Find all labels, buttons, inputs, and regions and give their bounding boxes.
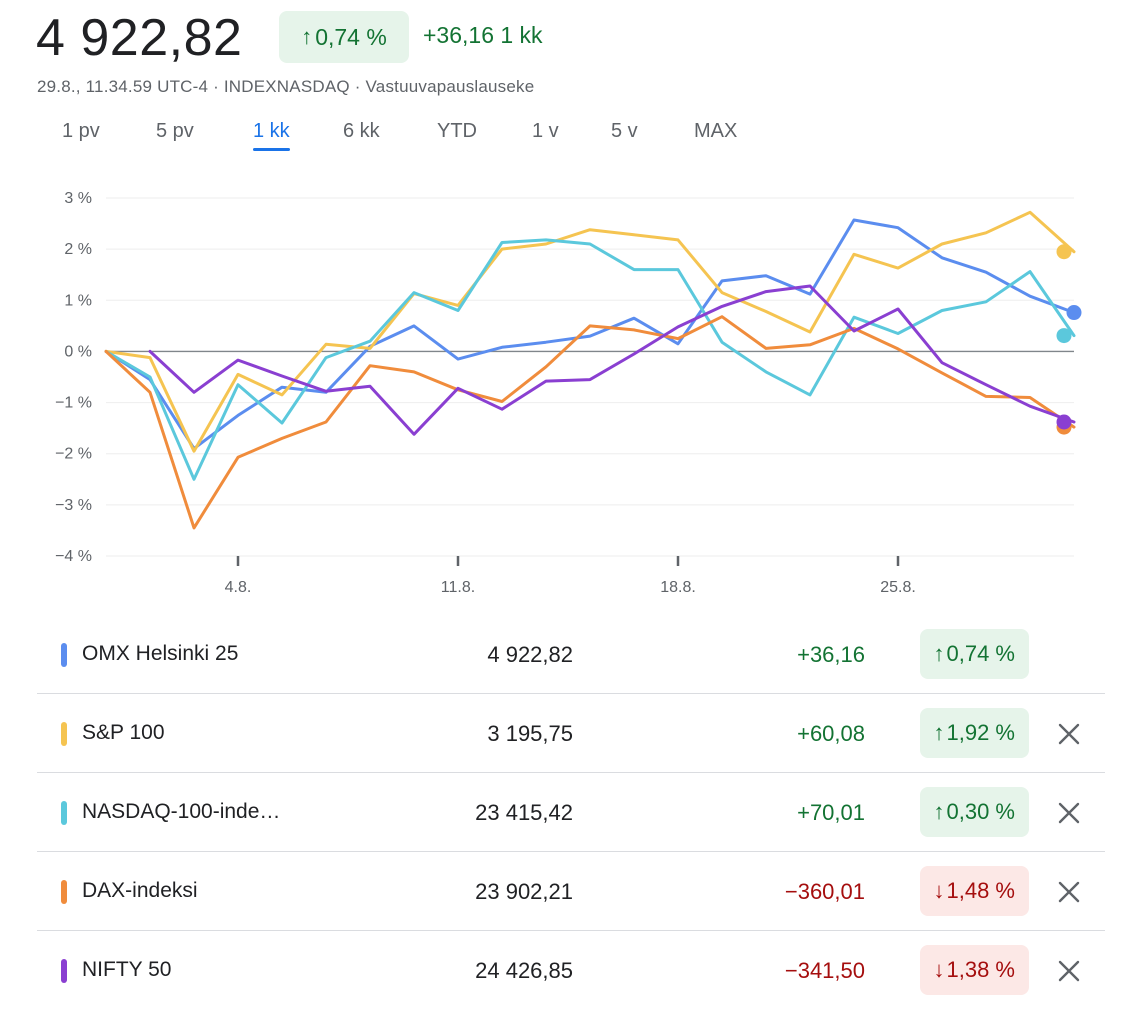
row-change-pct: 0,30 % — [946, 799, 1016, 824]
remove-comparison-button[interactable] — [1051, 874, 1087, 910]
up-arrow-icon: ↑ — [933, 641, 945, 666]
series-line-s-p-100 — [104, 210, 1076, 453]
change-percent-badge: ↑ 0,74 % — [279, 11, 409, 63]
series-line-nasdaq-100-indeksi — [104, 238, 1076, 481]
tab-label: MAX — [694, 120, 738, 142]
row-value: 23 415,42 — [475, 800, 573, 825]
series-color-swatch — [61, 880, 67, 904]
row-change-abs: +70,01 — [797, 800, 865, 825]
tab-5-pv[interactable]: 5 pv — [156, 120, 194, 143]
close-icon — [1058, 960, 1080, 982]
down-arrow-icon: ↓ — [933, 957, 945, 982]
tab-label: 1 pv — [62, 120, 100, 142]
row-value: 4 922,82 — [487, 642, 573, 667]
comparison-chart: 3 % 2 % 1 % 0 % −1 % −2 % −3 % −4 % 4.8. 11.8. 18.… — [55, 190, 1082, 596]
series-color-swatch — [61, 801, 67, 825]
row-change-pct-badge: ↑ 0,74 % — [919, 629, 1029, 679]
row-name: NIFTY 50 — [82, 958, 172, 981]
row-value: 3 195,75 — [487, 721, 573, 746]
close-icon — [1058, 723, 1080, 745]
row-name: DAX-indeksi — [82, 879, 198, 902]
up-arrow-icon: ↑ — [933, 720, 945, 745]
tab-max[interactable]: MAX — [694, 120, 737, 143]
comparison-table: OMX Helsinki 25 4 922,82 +36,16 ↑ 0,74 % S&P … — [37, 615, 1105, 1009]
tab-label: 5 v — [611, 120, 638, 142]
series-color-swatch — [61, 959, 67, 983]
row-change-abs: −341,50 — [784, 958, 865, 983]
row-name: NASDAQ-100-inde… — [82, 800, 281, 823]
tab-label: 1 v — [532, 120, 559, 142]
active-tab-underline — [253, 148, 290, 151]
row-change-pct-badge: ↓ 1,48 % — [919, 866, 1029, 916]
row-change-pct: 1,38 % — [946, 957, 1016, 982]
y-tick-label: 1 % — [64, 292, 92, 309]
tab-5-v[interactable]: 5 v — [611, 120, 638, 143]
tab-ytd[interactable]: YTD — [437, 120, 477, 143]
row-change-pct: 0,74 % — [946, 641, 1016, 666]
x-tick-label: 4.8. — [225, 579, 252, 596]
series-line-nifty-50 — [148, 284, 1076, 436]
tab-label: 5 pv — [156, 120, 194, 142]
x-tick-label: 11.8. — [441, 579, 475, 596]
tab-1-v[interactable]: 1 v — [532, 120, 559, 143]
y-tick-label: −4 % — [55, 548, 92, 565]
series-color-swatch — [61, 722, 67, 746]
remove-comparison-button[interactable] — [1051, 716, 1087, 752]
up-arrow-icon: ↑ — [933, 799, 945, 824]
row-value: 23 902,21 — [475, 879, 573, 904]
change-absolute: +36,16 1 kk — [423, 22, 543, 48]
row-name: S&P 100 — [82, 721, 165, 744]
table-row[interactable]: NASDAQ-100-inde… 23 415,42 +70,01 ↑ 0,30 % — [37, 773, 1105, 852]
tab-label: 1 kk — [253, 120, 290, 142]
close-icon — [1058, 802, 1080, 824]
remove-comparison-button[interactable] — [1051, 953, 1087, 989]
x-tick-label: 25.8. — [880, 579, 916, 596]
table-row[interactable]: S&P 100 3 195,75 +60,08 ↑ 1,92 % — [37, 694, 1105, 773]
series-end-marker — [1066, 305, 1082, 321]
tab-1-pv[interactable]: 1 pv — [62, 120, 100, 143]
up-arrow-icon: ↑ — [301, 24, 313, 49]
series-color-swatch — [61, 643, 67, 667]
series-end-marker — [1056, 414, 1072, 430]
row-change-pct: 1,92 % — [946, 720, 1016, 745]
change-percent-value: 0,74 % — [315, 23, 387, 50]
row-change-pct-badge: ↑ 0,30 % — [919, 787, 1029, 837]
tab-6-kk[interactable]: 6 kk — [343, 120, 380, 143]
y-tick-label: −3 % — [55, 497, 92, 514]
table-row[interactable]: DAX-indeksi 23 902,21 −360,01 ↓ 1,48 % — [37, 852, 1105, 931]
series-line-omx-helsinki-25 — [104, 218, 1076, 451]
row-change-pct-badge: ↑ 1,92 % — [919, 708, 1029, 758]
quote-meta: 29.8., 11.34.59 UTC-4 · INDEXNASDAQ · Va… — [37, 77, 535, 96]
y-tick-label: −2 % — [55, 446, 92, 463]
tab-1-kk[interactable]: 1 kk — [253, 120, 290, 151]
row-value: 24 426,85 — [475, 958, 573, 983]
y-tick-label: 2 % — [64, 241, 92, 258]
row-name: OMX Helsinki 25 — [82, 642, 239, 665]
row-change-abs: +60,08 — [797, 721, 865, 746]
range-tabs: 1 pv 5 pv 1 kk 6 kk YTD 1 v 5 v MAX — [0, 120, 800, 160]
row-change-abs: +36,16 — [797, 642, 865, 667]
index-price: 4 922,82 — [36, 9, 243, 67]
row-change-pct: 1,48 % — [946, 878, 1016, 903]
row-change-pct-badge: ↓ 1,38 % — [919, 945, 1029, 995]
remove-comparison-button[interactable] — [1051, 795, 1087, 831]
y-tick-label: 3 % — [64, 190, 92, 207]
row-change-abs: −360,01 — [784, 879, 865, 904]
tab-label: 6 kk — [343, 120, 380, 142]
tab-label: YTD — [437, 120, 477, 142]
table-row[interactable]: OMX Helsinki 25 4 922,82 +36,16 ↑ 0,74 % — [37, 615, 1105, 694]
series-end-marker — [1056, 244, 1072, 260]
series-end-marker — [1056, 328, 1072, 344]
y-tick-label: 0 % — [64, 343, 92, 360]
x-tick-label: 18.8. — [660, 579, 696, 596]
table-row[interactable]: NIFTY 50 24 426,85 −341,50 ↓ 1,38 % — [37, 931, 1105, 1009]
series-line-dax-indeksi — [104, 315, 1076, 530]
y-tick-label: −1 % — [55, 395, 92, 412]
down-arrow-icon: ↓ — [933, 878, 945, 903]
close-icon — [1058, 881, 1080, 903]
